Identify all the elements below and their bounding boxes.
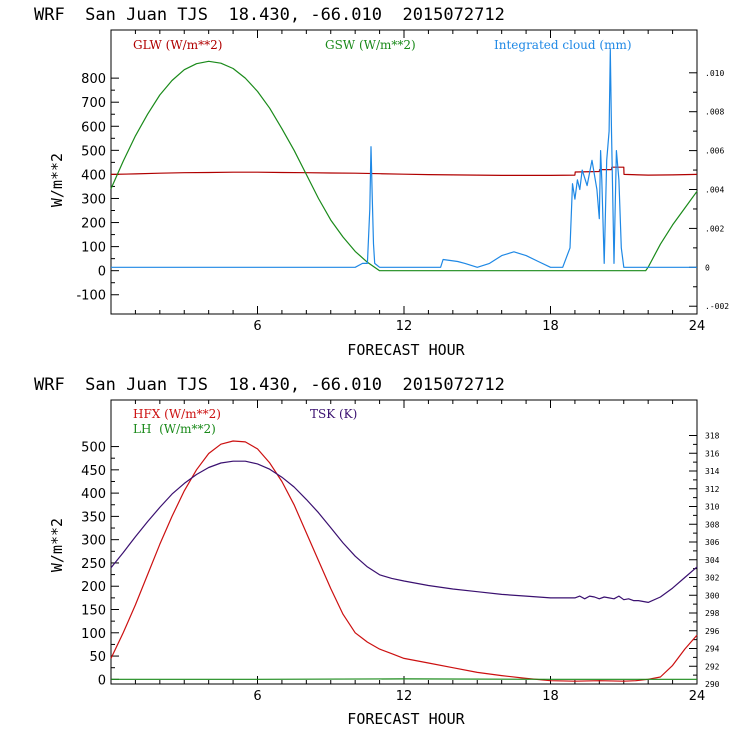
- y-axis-label-top: W/m**2: [48, 153, 66, 207]
- y2-tick-label-top: .-002: [705, 302, 729, 311]
- y2-tick-label-top: .006: [705, 147, 724, 156]
- y-tick-label-top: 300: [81, 192, 106, 207]
- x-tick-label-top: 6: [253, 319, 261, 334]
- chart-title-top: WRF San Juan TJS 18.430, -66.010 2015072…: [34, 5, 505, 25]
- legend-lh: LH (W/m**2): [133, 422, 216, 436]
- y-tick-label-bottom: 450: [81, 464, 106, 479]
- y-tick-label-bottom: 100: [81, 627, 106, 642]
- y2-tick-label-bottom: 304: [705, 556, 720, 565]
- x-tick-label-top: 12: [396, 319, 413, 334]
- legend-glw: GLW (W/m**2): [133, 38, 222, 52]
- y2-tick-label-bottom: 316: [705, 449, 720, 458]
- legend-integrated-cloud: Integrated cloud (mm): [494, 38, 632, 52]
- y-tick-label-bottom: 150: [81, 604, 106, 619]
- x-tick-label-top: 24: [689, 319, 706, 334]
- y-tick-label-top: 200: [81, 217, 106, 232]
- y-tick-label-top: -100: [76, 289, 106, 304]
- x-tick-label-bottom: 18: [542, 689, 559, 704]
- plot-area-bottom: 6 12 18 24 0 50 100 150 200 250 300 350 400 450 500 290…: [81, 400, 720, 704]
- y-tick-label-top: 700: [81, 96, 106, 111]
- y-tick-label-top: 600: [81, 120, 106, 135]
- series-line-gsw: [110, 60, 698, 272]
- plot-area-top: 6 12 18 24 -100 0 100 200 300 400 500 600 700 800 .-00…: [76, 30, 729, 334]
- y-tick-label-bottom: 250: [81, 557, 106, 572]
- y2-tick-label-bottom: 318: [705, 432, 720, 441]
- x-tick-label-bottom: 24: [689, 689, 706, 704]
- series-line-hfx: [110, 440, 698, 682]
- y-tick-label-top: 0: [98, 265, 106, 280]
- y2-tick-label-top: .010: [705, 69, 724, 78]
- y-tick-label-top: 500: [81, 144, 106, 159]
- y2-tick-label-bottom: 292: [705, 662, 720, 671]
- y-tick-label-top: 100: [81, 241, 106, 256]
- y2-tick-label-bottom: 310: [705, 503, 720, 512]
- y2-tick-label-bottom: 298: [705, 609, 720, 618]
- y2-tick-label-bottom: 314: [705, 467, 720, 476]
- y2-tick-label-bottom: 290: [705, 680, 720, 689]
- y-tick-label-bottom: 400: [81, 487, 106, 502]
- y2-tick-label-bottom: 300: [705, 591, 720, 600]
- series-line-glw: [110, 166, 698, 176]
- y2-tick-label-top: .008: [705, 108, 724, 117]
- y-tick-label-bottom: 300: [81, 534, 106, 549]
- y-tick-label-bottom: 200: [81, 580, 106, 595]
- legend-hfx: HFX (W/m**2): [133, 407, 221, 421]
- y2-tick-label-top: 0: [705, 263, 710, 272]
- plot-frame-bottom: [110, 399, 698, 685]
- y2-tick-label-bottom: 296: [705, 627, 720, 636]
- y2-tick-label-bottom: 312: [705, 485, 720, 494]
- y-tick-label-bottom: 50: [89, 650, 106, 665]
- x-axis-label-top: FORECAST HOUR: [347, 341, 465, 359]
- y-tick-label-bottom: 0: [98, 673, 106, 688]
- y-tick-label-bottom: 350: [81, 510, 106, 525]
- x-tick-label-bottom: 6: [253, 689, 261, 704]
- x-tick-label-bottom: 12: [396, 689, 413, 704]
- legend-gsw: GSW (W/m**2): [325, 38, 416, 52]
- y-tick-label-bottom: 500: [81, 441, 106, 456]
- x-axis-label-bottom: FORECAST HOUR: [347, 710, 465, 728]
- y-axis-label-bottom: W/m**2: [48, 518, 66, 572]
- series-line-integrated: [111, 48, 697, 268]
- y2-tick-label-top: .002: [705, 224, 724, 233]
- y2-tick-label-bottom: 306: [705, 538, 720, 547]
- y2-tick-label-bottom: 294: [705, 645, 720, 654]
- legend-tsk: TSK (K): [310, 407, 357, 421]
- y-tick-label-top: 400: [81, 168, 106, 183]
- x-tick-label-top: 18: [542, 319, 559, 334]
- y2-tick-label-top: .004: [705, 186, 724, 195]
- y2-tick-label-bottom: 302: [705, 574, 720, 583]
- y2-tick-label-bottom: 308: [705, 520, 720, 529]
- chart-title-bottom: WRF San Juan TJS 18.430, -66.010 2015072…: [34, 375, 505, 395]
- y-tick-label-top: 800: [81, 72, 106, 87]
- series-line-tsk: [110, 460, 698, 604]
